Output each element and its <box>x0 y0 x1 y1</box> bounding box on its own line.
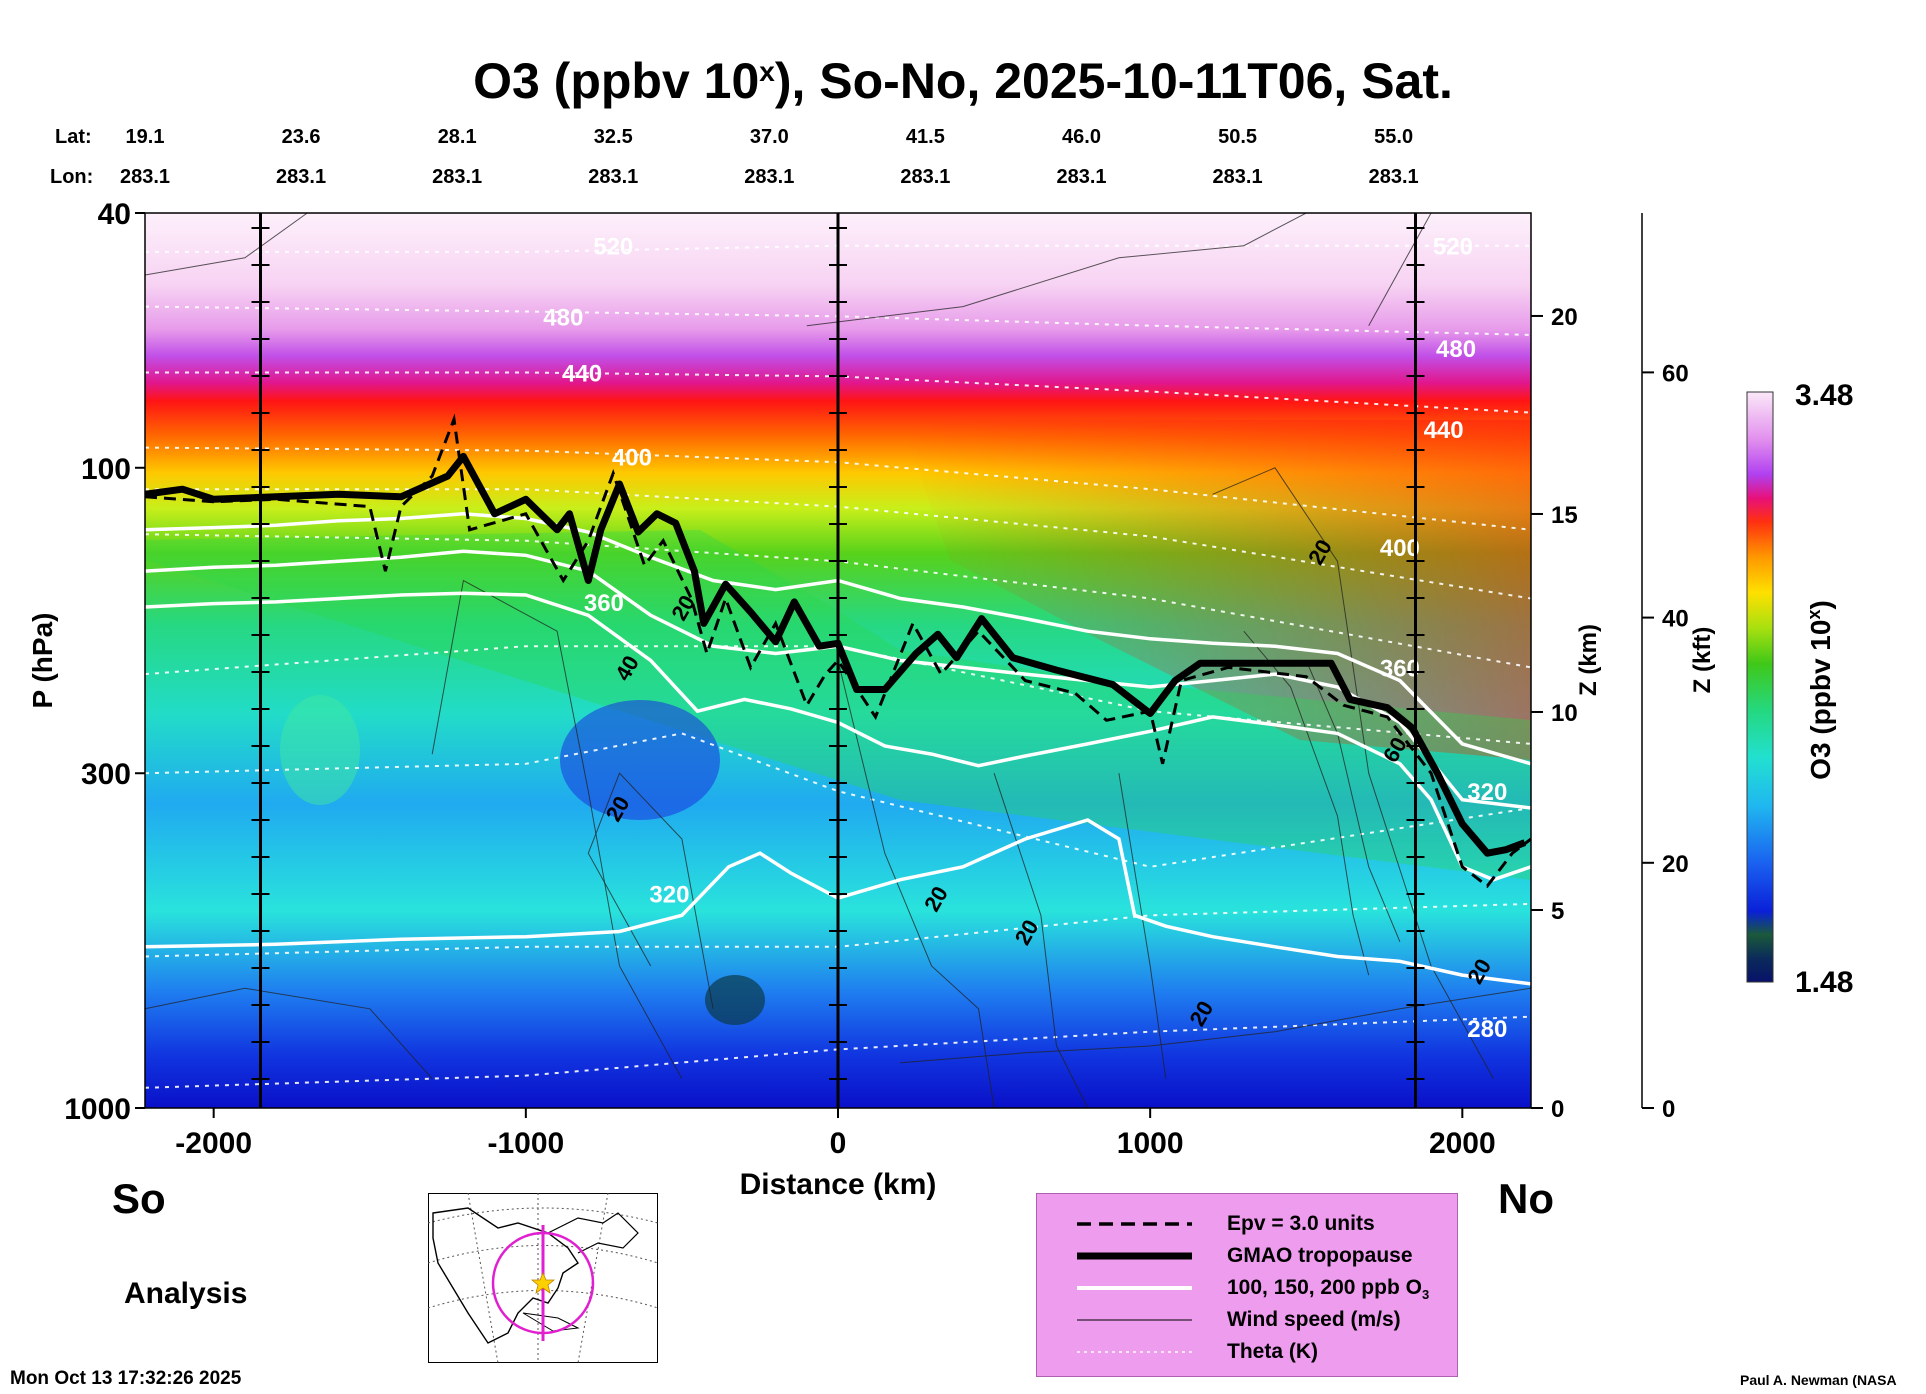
lat-value: 41.5 <box>905 126 945 148</box>
south-label: So <box>112 1175 166 1222</box>
z-kft-tick-label: 20 <box>1662 851 1689 878</box>
x-tick-label: -1000 <box>487 1127 564 1160</box>
theta-line <box>145 1015 1531 1089</box>
wind-contour <box>431 579 683 1079</box>
z-kft-tick-label: 0 <box>1662 1096 1675 1123</box>
o3-dark-blob <box>705 975 765 1025</box>
x-tick-label: -2000 <box>175 1127 252 1160</box>
wind-contour <box>145 987 433 1080</box>
lat-value: 55.0 <box>1374 126 1414 148</box>
tropopause-line <box>145 452 1527 857</box>
theta-label: 280 <box>1467 1016 1507 1043</box>
x-tick-label: 2000 <box>1429 1127 1496 1160</box>
legend-theta: Theta (K) <box>1077 1340 1318 1363</box>
x-tick-label: 0 <box>830 1127 847 1160</box>
theta-label: 440 <box>562 361 602 388</box>
wind-contour <box>1305 660 1401 942</box>
legend-wind: Wind speed (m/s) <box>1077 1308 1401 1331</box>
z-km-tick-label: 0 <box>1551 1096 1564 1123</box>
lon-value: 283.1 <box>1368 166 1419 188</box>
z-kft-tick-label: 40 <box>1662 606 1689 633</box>
theta-label: 320 <box>1467 779 1507 806</box>
theta-label: 480 <box>1436 336 1476 363</box>
legend-epv: Epv = 3.0 units <box>1077 1212 1375 1235</box>
o3-blob-west <box>280 695 360 805</box>
legend-o3: 100, 150, 200 ppb O3 <box>1077 1276 1430 1303</box>
x-axis-label: Distance (km) <box>740 1168 937 1201</box>
lon-value: 283.1 <box>119 166 171 188</box>
credit: Paul A. Newman (NASA <box>1740 1372 1897 1388</box>
z-km-tick-label: 15 <box>1551 502 1578 529</box>
y-tick-label: 100 <box>81 453 131 486</box>
lat-value: 32.5 <box>593 126 633 148</box>
wind-contour <box>806 213 1307 327</box>
z-km-tick-label: 5 <box>1551 898 1564 925</box>
x-tick-label: 1000 <box>1117 1127 1184 1160</box>
lon-value: 283.1 <box>900 166 951 188</box>
map-center-star <box>530 1271 556 1294</box>
theta-line <box>145 645 1531 745</box>
colorbar-max: 3.48 <box>1795 379 1853 412</box>
colorbar-label: O3 (ppbv 10x) <box>1804 600 1836 780</box>
wind-contour <box>145 213 308 276</box>
theta-label: 360 <box>1380 655 1420 682</box>
theta-label: 400 <box>1380 535 1420 562</box>
analysis-label: Analysis <box>124 1277 248 1310</box>
o3-low-blob <box>560 700 720 820</box>
lon-value: 283.1 <box>588 166 639 188</box>
lon-value: 283.1 <box>276 166 327 188</box>
z-kft-tick-label: 60 <box>1662 360 1689 387</box>
theta-line <box>145 732 1531 868</box>
wind-contour <box>1212 467 1494 1079</box>
lon-label: Lon: <box>50 166 94 188</box>
lat-value: 19.1 <box>125 126 165 148</box>
z-kft-axis-label: Z (kft) <box>1689 627 1716 694</box>
locator-map <box>428 1193 658 1363</box>
o3-contour-o3-lower-contour <box>145 818 1531 986</box>
y-tick-label: 300 <box>81 758 131 791</box>
theta-label: 520 <box>1433 234 1473 261</box>
lat-value: 46.0 <box>1062 126 1101 148</box>
theta-label: 440 <box>1424 417 1464 444</box>
lon-value: 283.1 <box>1212 166 1263 188</box>
z-km-tick-label: 20 <box>1551 304 1578 331</box>
o3-north-enhancement <box>900 420 1531 760</box>
wind-contour <box>1243 630 1370 976</box>
lat-label: Lat: <box>55 126 92 148</box>
lat-value: 23.6 <box>281 126 321 148</box>
o3-contour-o3-100ppb <box>145 591 1531 882</box>
theta-label: 520 <box>593 234 633 261</box>
z-km-tick-label: 10 <box>1551 700 1578 727</box>
colorbar-scale <box>1746 391 1774 983</box>
theta-label: 480 <box>543 304 583 331</box>
y-tick-label: 40 <box>98 198 131 231</box>
wind-contour <box>1368 213 1432 326</box>
wind-contour <box>837 660 995 1108</box>
wind-contour <box>1118 773 1167 1079</box>
theta-label: 320 <box>649 881 689 908</box>
lon-value: 283.1 <box>744 166 795 188</box>
theta-label: 400 <box>612 444 652 471</box>
z-km-axis-label: Z (km) <box>1575 624 1602 696</box>
map-coastline <box>432 1207 579 1344</box>
colorbar-min: 1.48 <box>1795 966 1853 999</box>
timestamp: Mon Oct 13 17:32:26 2025 <box>10 1368 242 1389</box>
lat-value: 50.5 <box>1218 126 1258 148</box>
chart-title: O3 (ppbv 10x), So-No, 2025-10-11T06, Sat… <box>473 53 1453 109</box>
lon-value: 283.1 <box>1056 166 1107 188</box>
map-coastline-ne <box>547 1212 639 1254</box>
lon-value: 283.1 <box>432 166 483 188</box>
lat-value: 37.0 <box>749 126 789 148</box>
y-axis-label: P (hPa) <box>27 613 58 709</box>
legend-tropopause: GMAO tropopause <box>1077 1244 1413 1267</box>
legend: Epv = 3.0 units GMAO tropopause 100, 150… <box>1036 1193 1458 1377</box>
wind-contour <box>587 772 714 1009</box>
y-tick-label: 1000 <box>64 1093 131 1126</box>
lat-value: 28.1 <box>437 126 477 148</box>
north-label: No <box>1498 1175 1554 1222</box>
theta-label: 360 <box>584 590 624 617</box>
